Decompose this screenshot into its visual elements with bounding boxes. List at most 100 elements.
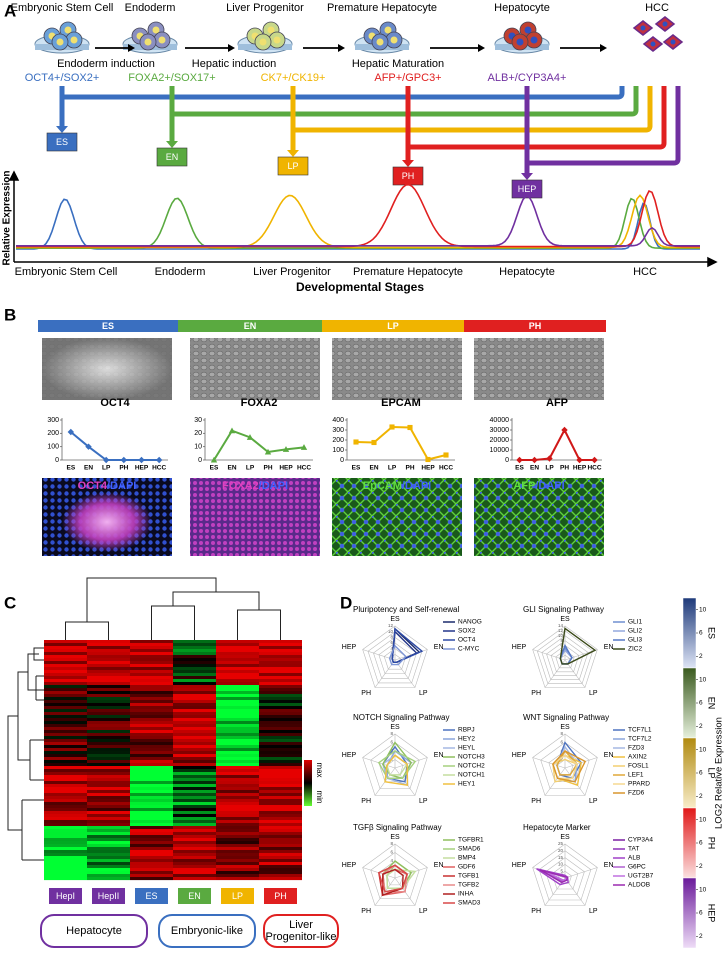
heatmap-cell [259,790,302,794]
legend-label: TCF7L1 [628,727,652,734]
heatmap-cell [259,844,302,848]
heatmap-cell [130,706,173,710]
axis-label: EN [434,752,444,759]
lineage-line [62,86,625,100]
heatmap-cell [44,742,87,746]
heatmap-cell [173,817,216,821]
box-label: HEP [518,184,537,194]
axis-label: ES [560,724,570,731]
colorbar-tick-label: 2 [699,933,703,940]
r-tick-label: 8 [390,635,393,640]
axis-label: LP [589,798,598,805]
heatmap-cell [130,877,173,881]
axis-label: LP [419,798,428,805]
radar-series [552,750,587,783]
heatmap-cell [173,646,216,650]
heatmap-cell [259,760,302,764]
chart-title: FOXA2 [241,397,278,409]
heatmap-cell [259,853,302,857]
heatmap-cell [87,874,130,878]
heatmap-cell [259,724,302,728]
heatmap-cell [173,781,216,785]
heatmap-cell [44,682,87,686]
y-tick-label: 30000 [490,427,510,434]
r-tick-label: 14 [558,623,564,628]
heatmap-cell [216,838,259,842]
line [70,431,160,461]
heatmap-cell [130,742,173,746]
heatmap-cell [173,742,216,746]
heatmap-cell [259,745,302,749]
stage-icon [34,21,90,54]
heatmap-cell [259,796,302,800]
heatmap-cell [173,802,216,806]
heatmap-cell [216,853,259,857]
legend-label: ALB [628,855,640,862]
heatmap-cell [44,655,87,659]
axis-label: HEP [512,752,527,759]
heatmap-cell [87,784,130,788]
heatmap-cell [259,754,302,758]
heatmap-cell [44,832,87,836]
heatmap-cell [216,844,259,848]
heatmap-cell [87,664,130,668]
heatmap-cell [87,709,130,713]
heatmap-cell [259,787,302,791]
x-axis-label: Developmental Stages [296,280,424,294]
y-tick-label: 300 [47,417,59,424]
heatmap-cell [130,853,173,857]
heatmap-cell [44,781,87,785]
heatmap-cell [216,796,259,800]
chart-title: Hepatocyte Marker [523,823,591,832]
fluorescence-image [474,478,604,556]
grid-ring [541,635,589,680]
axis-label: HEP [342,644,357,651]
heatmap-cell [44,706,87,710]
column-box [178,888,211,904]
heatmap-cell [173,778,216,782]
grid-ring [555,649,575,669]
arrow-head [402,160,414,167]
lineage-line [527,86,681,166]
legend-label: GLI3 [628,637,642,644]
legend-label: C-MYC [458,646,480,653]
heatmap-cell [44,823,87,827]
heatmap-cell [259,799,302,803]
heatmap-cell [87,820,130,824]
heatmap-cell [87,649,130,653]
heatmap-cell [173,745,216,749]
heatmap-cell [173,685,216,689]
colorbar-tick-label: 6 [699,700,703,707]
y-tick-label: 0 [340,457,344,464]
heatmap-cell [259,676,302,680]
x-tick-label: PH [263,465,272,472]
heatmap-cell [259,709,302,713]
y-tick-label: 40000 [490,417,510,424]
heatmap-cell [130,697,173,701]
heatmap-cell [173,868,216,872]
heatmap-cell [87,727,130,731]
heatmap-cell [259,838,302,842]
chart-title: WNT Signaling Pathway [523,713,609,722]
heatmap-cell [87,742,130,746]
heatmap-cell [87,808,130,812]
heatmap-cell [44,850,87,854]
heatmap-cell [44,772,87,776]
legend-label: max [315,762,324,777]
heatmap-cell [216,742,259,746]
heatmap-cell [216,841,259,845]
heatmap-cell [130,724,173,728]
y-tick-label: 400 [332,417,344,424]
radar-series [377,750,417,780]
induction-label: Hepatic Maturation [352,58,444,70]
legend-label: FOSL1 [628,763,649,770]
heatmap-cell [44,715,87,719]
heatmap-cell [44,760,87,764]
heatmap-cell [173,850,216,854]
heatmap-cell [216,700,259,704]
heatmap-cell [44,874,87,878]
heatmap-cell [130,727,173,731]
heatmap-cell [87,676,130,680]
heatmap-cell [44,763,87,767]
heatmap-cell [259,718,302,722]
